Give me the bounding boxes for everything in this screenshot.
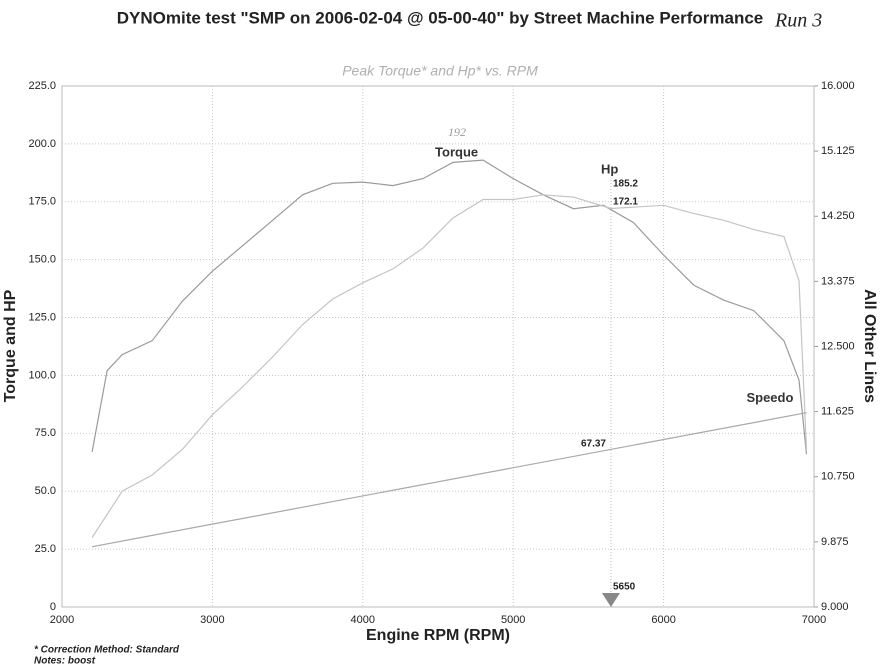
y2-tick-label: 12.500 bbox=[821, 340, 855, 352]
y2-tick-label: 16.000 bbox=[821, 80, 855, 92]
y2-tick-label: 11.625 bbox=[821, 406, 854, 418]
y-tick-label: 175.0 bbox=[28, 196, 56, 208]
y-tick-label: 150.0 bbox=[28, 254, 56, 266]
series-line bbox=[91, 159, 808, 455]
y-tick-label: 100.0 bbox=[28, 369, 56, 381]
y-tick-label: 200.0 bbox=[28, 138, 56, 150]
cursor-value: 185.2 bbox=[613, 179, 638, 190]
cursor-marker bbox=[601, 593, 620, 607]
y-tick-label: 225.0 bbox=[28, 80, 56, 92]
handwritten-note: 192 bbox=[448, 125, 466, 139]
cursor-value: 172.1 bbox=[613, 197, 638, 208]
y2-tick-label: 9.875 bbox=[821, 536, 849, 548]
y2-tick-label: 10.750 bbox=[821, 471, 855, 483]
handwritten-note: Run 3 bbox=[774, 10, 822, 32]
y-tick-label: 25.0 bbox=[35, 543, 56, 555]
footnote: * Correction Method: Standard bbox=[34, 645, 180, 656]
y2-tick-label: 15.125 bbox=[821, 145, 855, 157]
x-tick-label: 7000 bbox=[802, 614, 826, 626]
legend-label: Speedo bbox=[746, 390, 793, 405]
y-tick-label: 50.0 bbox=[35, 485, 56, 497]
series-line bbox=[91, 412, 807, 548]
plot-frame bbox=[61, 85, 815, 608]
cursor-label: 5650 bbox=[613, 582, 636, 593]
x-tick-label: 5000 bbox=[501, 614, 525, 626]
y2-axis-label: All Other Lines bbox=[861, 289, 878, 403]
x-axis-label: Engine RPM (RPM) bbox=[366, 627, 510, 644]
y2-tick-label: 9.000 bbox=[821, 601, 849, 613]
x-tick-label: 4000 bbox=[351, 614, 375, 626]
legend-label: Hp bbox=[601, 161, 618, 176]
series-line bbox=[91, 194, 808, 538]
y-tick-label: 75.0 bbox=[35, 427, 56, 439]
x-tick-label: 6000 bbox=[651, 614, 675, 626]
x-tick-label: 3000 bbox=[200, 614, 224, 626]
y-tick-label: 125.0 bbox=[28, 311, 56, 323]
chart-subtitle: Peak Torque* and Hp* vs. RPM bbox=[342, 63, 538, 79]
y-axis-label: Torque and HP bbox=[2, 289, 19, 402]
y2-tick-label: 13.375 bbox=[821, 275, 855, 287]
chart-title: DYNOmite test "SMP on 2006-02-04 @ 05-00… bbox=[117, 8, 764, 27]
footnote: Notes: boost bbox=[34, 656, 96, 667]
x-tick-label: 2000 bbox=[50, 614, 74, 626]
y2-tick-label: 14.250 bbox=[821, 210, 855, 222]
legend-label: Torque bbox=[435, 144, 478, 159]
y-tick-label: 0 bbox=[50, 601, 56, 613]
cursor-value: 67.37 bbox=[581, 439, 606, 450]
